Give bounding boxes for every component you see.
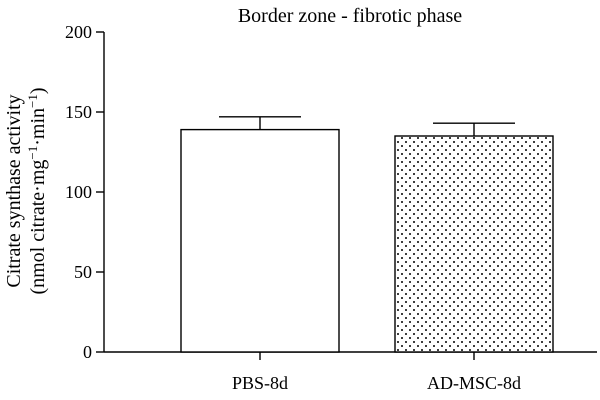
y-axis-label-line-2-mid: ·min	[27, 108, 49, 146]
y-tick-label-3: 150	[65, 102, 92, 122]
y-tick-label-0: 0	[83, 342, 92, 362]
bar-1	[394, 135, 554, 353]
bar-0	[180, 128, 340, 353]
x-category-label-1: AD-MSC-8d	[427, 373, 521, 393]
y-tick-label-1: 50	[74, 262, 92, 282]
y-axis-label-line-2: (nmol citrate·mg−1·min−1)	[25, 87, 50, 294]
x-category-label-0: PBS-8d	[232, 373, 288, 393]
y-tick-label-2: 100	[65, 182, 92, 202]
y-axis-label-line-2-sup-2: −1	[25, 94, 40, 108]
y-axis-label-line-1: Citrate synthase activity	[3, 94, 25, 287]
plot-area: 0 50 100 150 200 PBS-8d AD-MSC-8d	[65, 22, 597, 393]
y-axis-label-line-2-suffix: )	[27, 87, 49, 94]
chart-title: Border zone - fibrotic phase	[238, 5, 462, 27]
y-tick-label-4: 200	[65, 22, 92, 42]
y-axis-label-line-2-sup-1: −1	[25, 146, 40, 160]
y-axis-label-line-2-prefix: (nmol citrate·mg	[27, 160, 49, 295]
